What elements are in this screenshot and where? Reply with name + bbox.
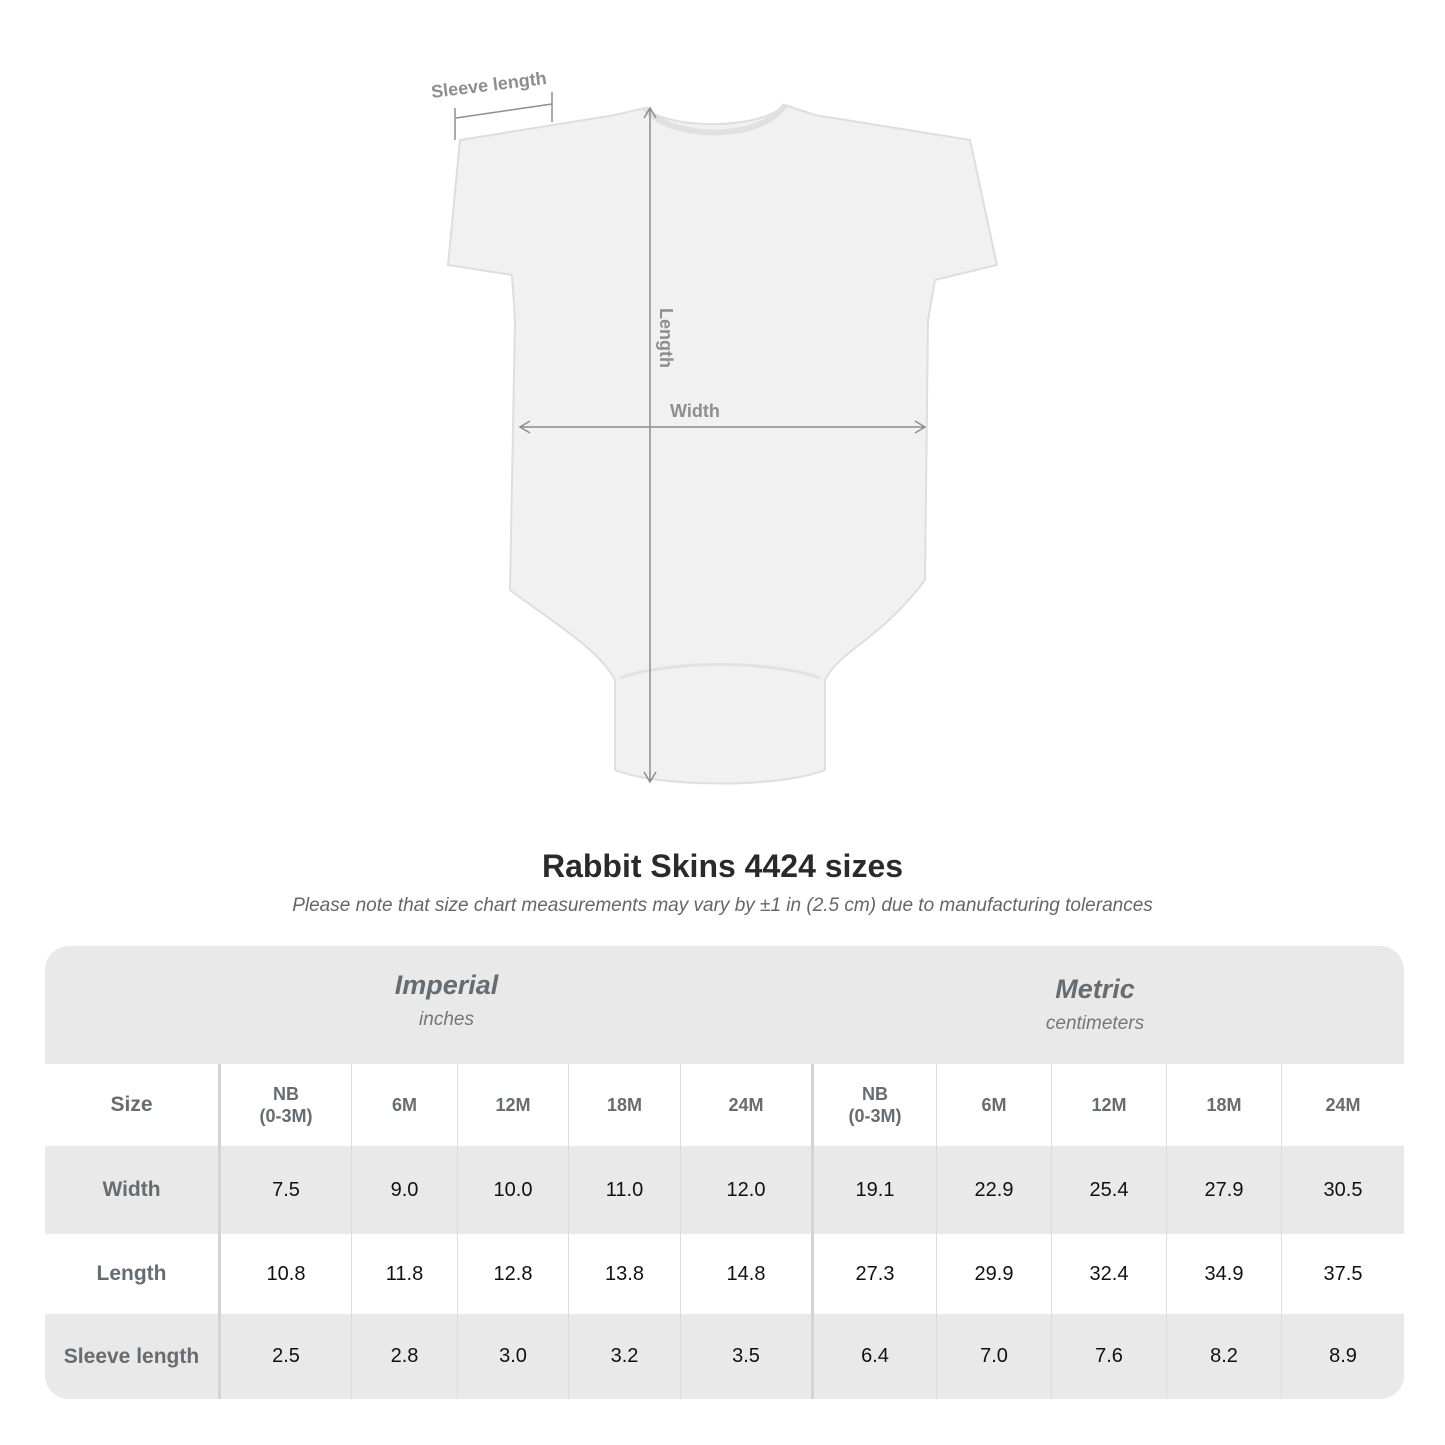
table-cell: 11.0 <box>568 1146 680 1234</box>
table-cell: 7.5 <box>218 1146 351 1234</box>
table-cell: 27.3 <box>811 1234 936 1314</box>
size-column-header: 12M <box>1051 1064 1166 1146</box>
bodysuit-diagram: Sleeve length Length Width <box>430 68 999 785</box>
size-column-header: 24M <box>680 1064 811 1146</box>
table-cell: 2.5 <box>218 1314 351 1399</box>
table-cell: 2.8 <box>351 1314 457 1399</box>
table-cell: 13.8 <box>568 1234 680 1314</box>
table-cell: 3.2 <box>568 1314 680 1399</box>
size-column-header: NB (0-3M) <box>218 1064 351 1146</box>
size-column-header: 18M <box>568 1064 680 1146</box>
table-cell: 12.8 <box>457 1234 568 1314</box>
imperial-title: Imperial <box>394 970 499 1000</box>
table-cell: 8.2 <box>1166 1314 1281 1399</box>
table-cell: 37.5 <box>1281 1234 1404 1314</box>
measurement-lines <box>454 92 927 784</box>
imperial-unit: inches <box>419 1009 474 1030</box>
row-label: Width <box>45 1146 218 1234</box>
table-cell: 34.9 <box>1166 1234 1281 1314</box>
size-column-header: 24M <box>1281 1064 1404 1146</box>
length-label: Length <box>656 308 676 368</box>
bodysuit-image <box>446 103 999 785</box>
table-cell: 7.0 <box>936 1314 1051 1399</box>
table-cell: 7.6 <box>1051 1314 1166 1399</box>
size-table: Imperial inches Metric centimeters Size N… <box>45 946 1404 1399</box>
table-cell: 22.9 <box>936 1146 1051 1234</box>
table-cell: 32.4 <box>1051 1234 1166 1314</box>
imperial-header: Imperial inches <box>45 946 848 1064</box>
table-cell: 27.9 <box>1166 1146 1281 1234</box>
table-cell: 29.9 <box>936 1234 1051 1314</box>
sleeve-length-label: Sleeve length <box>430 68 548 102</box>
row-label: Length <box>45 1234 218 1314</box>
page-title: Rabbit Skins 4424 sizes <box>541 848 904 884</box>
table-cell: 11.8 <box>351 1234 457 1314</box>
table-cell: 10.0 <box>457 1146 568 1234</box>
size-column-header: 18M <box>1166 1064 1281 1146</box>
tolerance-note: Please note that size chart measurements… <box>292 895 1153 916</box>
size-column-header: 6M <box>936 1064 1051 1146</box>
table-cell: 9.0 <box>351 1146 457 1234</box>
size-column-header: NB (0-3M) <box>811 1064 936 1146</box>
table-cell: 8.9 <box>1281 1314 1404 1399</box>
table-cell: 3.5 <box>680 1314 811 1399</box>
metric-header: Metric centimeters <box>845 946 1345 1064</box>
size-column-header: 6M <box>351 1064 457 1146</box>
size-header-label: Size <box>45 1064 218 1146</box>
table-cell: 6.4 <box>811 1314 936 1399</box>
table-cell: 19.1 <box>811 1146 936 1234</box>
table-cell: 12.0 <box>680 1146 811 1234</box>
table-cell: 14.8 <box>680 1234 811 1314</box>
table-cell: 30.5 <box>1281 1146 1404 1234</box>
size-column-header: 12M <box>457 1064 568 1146</box>
metric-unit: centimeters <box>1045 1013 1145 1034</box>
table-cell: 25.4 <box>1051 1146 1166 1234</box>
width-label: Width <box>670 401 720 421</box>
size-grid: Size NB (0-3M) 6M 12M 18M 24M NB (0-3M) 6M 12M 18… <box>45 1064 1404 1399</box>
metric-title: Metric <box>1055 974 1135 1004</box>
table-cell: 10.8 <box>218 1234 351 1314</box>
table-cell: 3.0 <box>457 1314 568 1399</box>
row-label: Sleeve length <box>45 1314 218 1399</box>
